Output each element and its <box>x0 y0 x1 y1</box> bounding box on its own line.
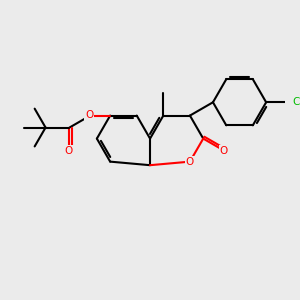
Text: O: O <box>186 157 194 166</box>
Text: O: O <box>85 110 93 120</box>
Text: Cl: Cl <box>293 97 300 107</box>
Text: O: O <box>220 146 228 156</box>
Text: O: O <box>64 146 73 156</box>
